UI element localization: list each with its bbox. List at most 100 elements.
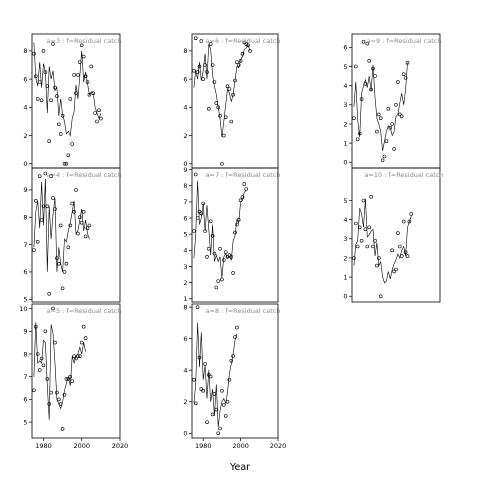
data-point	[210, 63, 215, 67]
data-point	[401, 72, 406, 76]
data-point	[45, 377, 50, 381]
data-point	[355, 244, 360, 249]
fitted-line	[353, 62, 408, 151]
data-point	[83, 336, 88, 340]
data-point	[83, 234, 88, 239]
data-point	[210, 234, 215, 238]
data-point	[397, 244, 402, 249]
data-point	[78, 215, 82, 219]
fitted-line	[33, 178, 90, 272]
data-point	[35, 97, 40, 101]
data-point	[375, 263, 379, 268]
panel-8: 0 2 4 6 8 1980 2000 2020 a=8 : f=Residual catch	[183, 303, 286, 450]
y-tick-label: 7	[23, 373, 27, 381]
y-tick-label: 3	[343, 101, 347, 109]
data-point	[223, 115, 228, 119]
data-point	[81, 210, 86, 214]
data-point	[49, 174, 53, 178]
data-point	[62, 392, 67, 397]
data-point	[244, 187, 248, 191]
data-point	[62, 162, 67, 166]
fitted-line	[33, 42, 102, 137]
data-point	[233, 230, 237, 235]
data-point	[45, 204, 50, 209]
data-point	[32, 388, 36, 393]
data-point	[64, 162, 69, 166]
data-point	[43, 70, 48, 74]
data-point	[405, 60, 410, 65]
data-point	[218, 246, 222, 251]
data-point	[359, 238, 364, 243]
y-tick-label: 8	[23, 350, 27, 358]
panel-title: a=6 : f=Residual catch	[206, 37, 281, 45]
data-point	[403, 76, 408, 80]
data-point	[405, 254, 410, 258]
data-point	[76, 354, 80, 359]
data-point	[85, 80, 90, 84]
data-point	[210, 412, 215, 417]
data-point	[64, 377, 69, 381]
data-point	[396, 80, 400, 84]
y-tick-label: 4	[183, 104, 187, 112]
panel-frame	[31, 167, 121, 303]
data-point	[83, 74, 88, 79]
data-point	[85, 226, 90, 230]
data-point	[371, 244, 375, 249]
data-point	[39, 356, 44, 361]
data-point	[41, 49, 46, 53]
data-point	[218, 426, 222, 431]
data-point	[353, 221, 358, 226]
fitted-line	[353, 198, 412, 284]
data-point	[32, 248, 36, 252]
data-point	[361, 198, 366, 203]
data-point	[193, 172, 198, 177]
data-point	[39, 218, 44, 222]
data-point	[359, 97, 364, 101]
data-point	[72, 354, 76, 359]
x-axis-label: Year	[229, 462, 250, 473]
data-point	[193, 401, 198, 406]
data-point	[195, 70, 200, 74]
data-point	[369, 194, 373, 199]
data-point	[203, 229, 207, 233]
data-point	[33, 74, 38, 79]
data-point	[51, 42, 55, 46]
data-point	[49, 390, 53, 395]
panel-title: a=5 : f=Residual catch	[47, 307, 122, 315]
y-tick-label: 8	[183, 47, 187, 55]
y-tick-label: 1	[343, 273, 347, 281]
data-point	[218, 114, 222, 118]
data-point	[70, 201, 74, 206]
data-point	[79, 340, 84, 345]
panel-title: a=4 : f=Residual catch	[47, 171, 122, 179]
data-point	[205, 254, 209, 259]
data-point	[87, 223, 92, 228]
data-point	[207, 246, 211, 251]
data-point	[231, 354, 235, 358]
y-tick-label: 5	[23, 418, 27, 426]
data-point	[390, 122, 395, 126]
data-point	[201, 77, 205, 81]
y-tick-label: 4	[343, 82, 347, 90]
y-tick-label: 0	[23, 160, 27, 168]
data-point	[70, 379, 74, 384]
panel-frame	[191, 303, 279, 439]
y-tick-label: 6	[23, 75, 27, 83]
data-point	[353, 64, 358, 69]
data-point	[68, 374, 73, 379]
data-point	[222, 403, 226, 407]
data-point	[72, 210, 76, 214]
data-point	[235, 222, 239, 227]
data-point	[352, 116, 356, 120]
x-tick-label: 2000	[232, 442, 249, 450]
data-point	[394, 103, 398, 107]
y-tick-label: 5	[183, 230, 187, 238]
data-point	[39, 98, 44, 103]
panel-1: 0 2 4 6 8 a=3 : f=Residual catch	[23, 33, 121, 169]
data-point	[382, 154, 387, 159]
panel-2: 0 2 4 6 8 a=6 : f=Residual catch	[183, 33, 281, 169]
panel-title: a=9 : f=Residual catch	[367, 37, 442, 45]
data-point	[192, 377, 196, 382]
data-point	[43, 329, 48, 334]
data-point	[74, 188, 78, 192]
